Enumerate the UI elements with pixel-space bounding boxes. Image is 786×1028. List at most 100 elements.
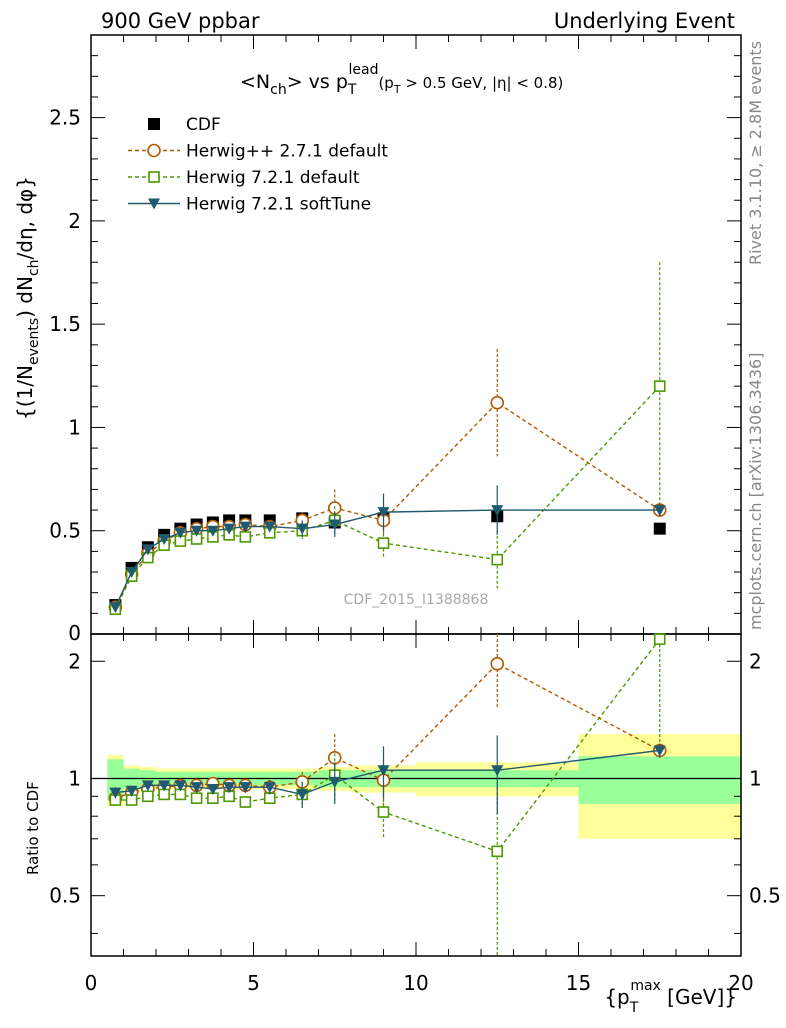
legend-marker xyxy=(148,198,160,210)
ratio-point xyxy=(328,776,341,788)
main-point xyxy=(491,505,504,517)
x-tick-label: 15 xyxy=(566,971,591,995)
ylabel-b: ) dN xyxy=(13,276,37,318)
legend-label: Herwig 7.2.1 softTune xyxy=(186,195,371,215)
title-main: <N xyxy=(240,71,270,93)
main-point xyxy=(653,522,666,535)
main-point xyxy=(296,523,309,535)
main-series-line-1 xyxy=(114,401,661,608)
ratio-y-tick-label-right: 2 xyxy=(749,649,762,673)
ratio-point xyxy=(653,745,666,757)
ratio-series-line-1 xyxy=(115,638,661,853)
xlabel-a: {p xyxy=(604,985,629,1009)
legend-label: Herwig 7.2.1 default xyxy=(186,168,360,188)
y-tick-label-zero: 0 xyxy=(68,621,81,645)
ratio-point xyxy=(263,782,276,794)
main-point xyxy=(125,567,138,579)
main-point xyxy=(174,527,187,539)
ratio-y-tick-label-right: 0.5 xyxy=(749,884,781,908)
ratio-y-tick-label-right: 1 xyxy=(749,766,762,790)
main-point xyxy=(141,544,154,556)
main-ylabel: {(1/Nevents) dNch/dη, dφ} xyxy=(13,176,42,420)
ratio-point xyxy=(190,782,203,794)
ratio-point xyxy=(125,785,138,797)
rivet-label: Rivet 3.1.10, ≥ 2.8M events xyxy=(746,41,765,265)
ratio-point xyxy=(377,765,390,777)
ratio-point xyxy=(653,633,666,645)
main-point xyxy=(109,602,122,614)
legend-label: Herwig++ 2.7.1 default xyxy=(186,142,388,162)
mcplots-label: mcplots.cern.ch [arXiv:1306.3436] xyxy=(746,353,765,630)
main-point xyxy=(328,519,341,531)
ratio-panel: 0 5 10 15 20 0.5 0.5 1 1 2 2 xyxy=(49,620,781,995)
legend-marker xyxy=(148,171,160,183)
ratio-ylabel: Ratio to CDF xyxy=(24,781,42,875)
band-inner xyxy=(578,756,741,804)
y-tick-label: 2.5 xyxy=(49,106,81,130)
y-tick-label: 1.5 xyxy=(49,312,81,336)
header-left: 900 GeV ppbar xyxy=(101,9,260,33)
main-point xyxy=(377,537,390,549)
main-point xyxy=(263,521,276,533)
ratio-point xyxy=(142,790,154,803)
main-point xyxy=(206,525,219,537)
main-point xyxy=(377,507,390,519)
legend-label: CDF xyxy=(186,115,221,135)
y-tick-label: 0.5 xyxy=(49,519,81,543)
title-cuts-a: (p xyxy=(378,74,393,92)
ratio-point xyxy=(263,792,276,804)
ylabel-a: {(1/N xyxy=(13,365,37,420)
ratio-point xyxy=(158,780,171,792)
ratio-point xyxy=(490,657,505,671)
ratio-point xyxy=(141,780,154,792)
x-tick-label: 0 xyxy=(85,971,98,995)
y-tick-label: 2 xyxy=(68,209,81,233)
legend-marker xyxy=(147,143,161,158)
ratio-y-tick-label: 1 xyxy=(68,766,81,790)
ylabel-sub2: ch xyxy=(26,259,42,276)
x-tick-label: 10 xyxy=(403,971,428,995)
main-point xyxy=(653,380,666,392)
ratio-point xyxy=(206,783,219,795)
ratio-y-tick-label: 0.5 xyxy=(49,884,81,908)
title-cuts-b: > 0.5 GeV, |η| < 0.8) xyxy=(401,74,564,92)
main-title: <Nch> vs pTlead(pT > 0.5 GeV, |η| < 0.8) xyxy=(240,62,563,98)
ratio-point xyxy=(296,789,309,801)
main-point xyxy=(490,395,505,410)
title-mid: > vs p xyxy=(287,71,348,93)
main-point xyxy=(158,533,171,545)
legend-marker xyxy=(148,118,160,130)
xlabel-sup: max xyxy=(630,978,661,994)
main-point xyxy=(239,521,252,533)
ylabel-sub1: events xyxy=(26,318,42,365)
xlabel-sub: T xyxy=(629,1000,639,1016)
analysis-watermark: CDF_2015_I1388868 xyxy=(344,592,489,608)
legend: CDF Herwig++ 2.7.1 default Herwig 7.2.1 de… xyxy=(128,115,388,215)
title-sub1: ch xyxy=(270,82,287,98)
xlabel: {pTmax [GeV]} xyxy=(604,978,737,1016)
ratio-point xyxy=(109,787,122,799)
ratio-point xyxy=(239,782,252,794)
x-tick-label: 20 xyxy=(728,971,753,995)
ratio-point xyxy=(239,796,252,808)
ylabel-c: /dη, dφ} xyxy=(13,176,37,259)
header-right: Underlying Event xyxy=(554,9,735,33)
y-tick-label: 1 xyxy=(68,415,81,439)
main-panel: 0.5 1 1.5 2 2.5 0 xyxy=(49,34,742,648)
main-series-line-2 xyxy=(114,385,661,610)
title-sup2: lead xyxy=(348,62,378,78)
title-sub2: T xyxy=(347,82,357,98)
main-point xyxy=(491,553,504,566)
ratio-point xyxy=(223,782,236,794)
x-tick-label: 5 xyxy=(247,971,260,995)
title-cuts-sub: T xyxy=(393,83,401,96)
main-point xyxy=(190,525,203,537)
main-point xyxy=(653,505,666,517)
main-point xyxy=(223,523,236,535)
main-point xyxy=(239,531,252,543)
xlabel-b: [GeV]} xyxy=(661,985,737,1009)
ratio-point xyxy=(491,765,504,777)
ratio-point xyxy=(174,780,187,792)
